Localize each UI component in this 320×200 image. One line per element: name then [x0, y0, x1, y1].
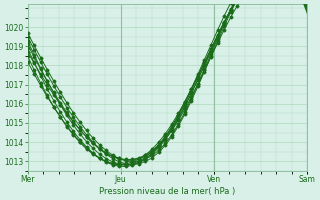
X-axis label: Pression niveau de la mer( hPa ): Pression niveau de la mer( hPa ): [100, 187, 236, 196]
